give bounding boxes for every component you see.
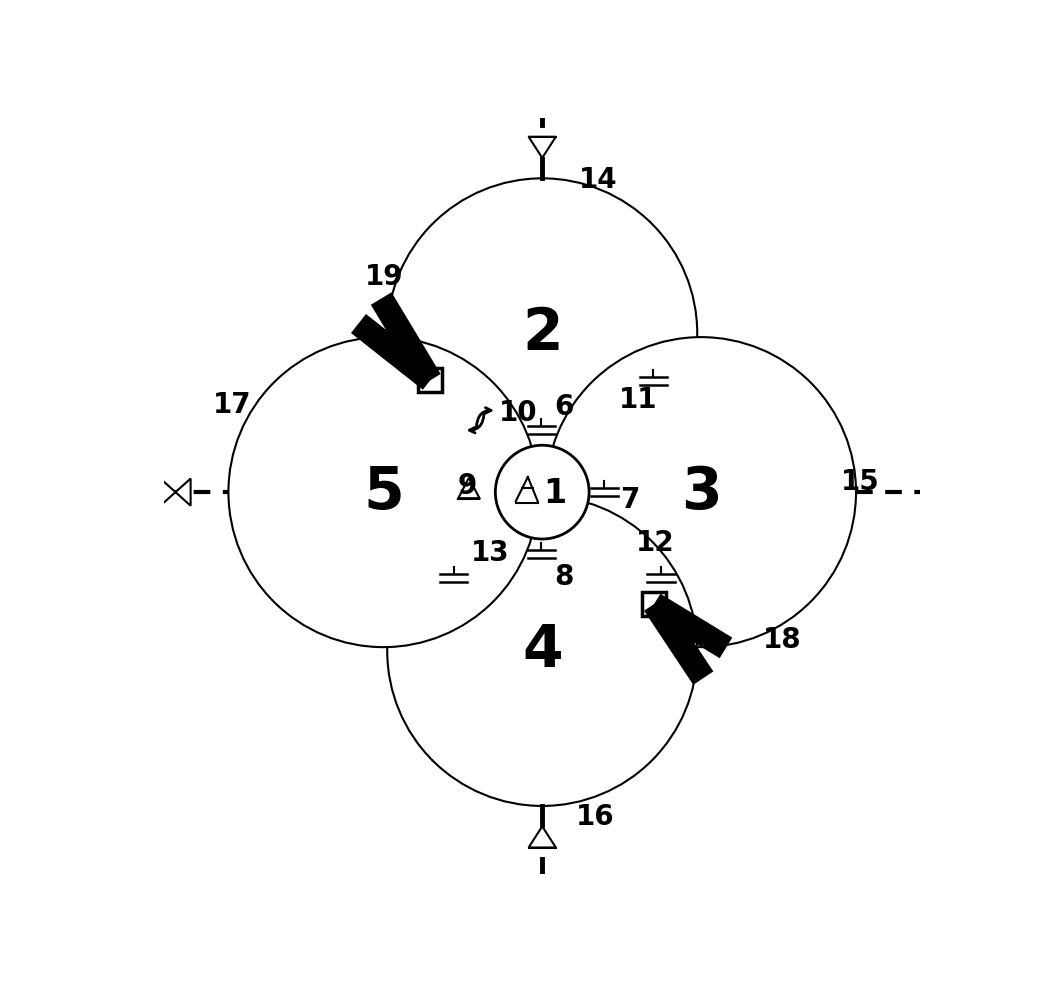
Text: 19: 19 <box>365 262 403 291</box>
Text: 14: 14 <box>579 166 617 193</box>
Text: 3: 3 <box>680 464 722 520</box>
Bar <box>642 592 667 616</box>
Polygon shape <box>940 478 954 506</box>
Polygon shape <box>351 314 438 390</box>
Text: 7: 7 <box>620 486 639 514</box>
Polygon shape <box>607 592 658 631</box>
Polygon shape <box>426 354 477 393</box>
Text: 5: 5 <box>363 464 404 520</box>
Text: 1: 1 <box>543 477 566 510</box>
Polygon shape <box>642 558 681 609</box>
Polygon shape <box>644 597 713 684</box>
Polygon shape <box>529 826 555 847</box>
Polygon shape <box>644 559 679 608</box>
Polygon shape <box>608 594 658 629</box>
Text: 13: 13 <box>471 538 509 567</box>
Text: 8: 8 <box>554 563 573 591</box>
Text: 15: 15 <box>841 468 879 496</box>
FancyBboxPatch shape <box>534 352 550 445</box>
Text: 2: 2 <box>522 304 563 361</box>
Polygon shape <box>405 377 440 426</box>
Circle shape <box>387 179 697 488</box>
Text: 9: 9 <box>457 472 477 500</box>
Text: 11: 11 <box>619 386 657 413</box>
Text: 4: 4 <box>522 623 563 680</box>
Polygon shape <box>426 355 476 390</box>
Text: 18: 18 <box>763 626 802 654</box>
Circle shape <box>495 445 589 539</box>
Polygon shape <box>176 478 190 506</box>
Text: 6: 6 <box>554 393 573 420</box>
Circle shape <box>229 337 539 647</box>
Polygon shape <box>647 594 732 658</box>
Text: 12: 12 <box>636 528 675 557</box>
Polygon shape <box>954 478 969 506</box>
Text: 17: 17 <box>214 391 252 419</box>
Polygon shape <box>370 293 441 387</box>
Bar <box>418 368 442 393</box>
Text: 16: 16 <box>577 803 615 832</box>
Circle shape <box>546 337 856 647</box>
Polygon shape <box>529 136 555 158</box>
Polygon shape <box>403 376 442 426</box>
Polygon shape <box>161 478 176 506</box>
Text: 10: 10 <box>499 399 537 427</box>
Circle shape <box>387 496 697 806</box>
Polygon shape <box>458 478 479 498</box>
FancyBboxPatch shape <box>533 352 551 445</box>
